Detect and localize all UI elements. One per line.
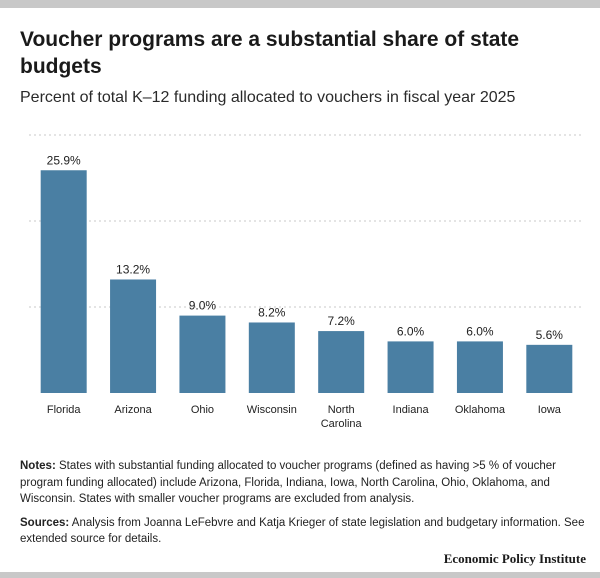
- bar-chart: 25.9% 13.2% 9.0% 8.2% 7.2% 6.0% 6.0% 5.6% Flori…: [29, 134, 584, 430]
- category-label: Iowa: [538, 404, 562, 416]
- bars: [40, 170, 573, 393]
- value-label: 9.0%: [189, 299, 217, 313]
- bar-florida: [40, 170, 87, 393]
- bar-oklahoma: [456, 341, 503, 393]
- notes-section: Notes: States with substantial funding a…: [20, 458, 585, 555]
- source-credit: Economic Policy Institute: [443, 551, 586, 566]
- sources-label: Sources:: [20, 516, 70, 529]
- top-border: [0, 0, 600, 8]
- category-label: Carolina: [321, 418, 363, 430]
- value-label: 7.2%: [328, 314, 356, 328]
- category-label: North: [328, 404, 355, 416]
- value-label: 25.9%: [47, 153, 81, 167]
- category-label: Indiana: [393, 404, 430, 416]
- value-label: 8.2%: [258, 305, 286, 319]
- value-label: 5.6%: [536, 328, 564, 342]
- bar-wisconsin: [248, 322, 295, 393]
- category-labels: Florida Arizona Ohio Wisconsin North Carolina…: [47, 404, 562, 430]
- value-labels: 25.9% 13.2% 9.0% 8.2% 7.2% 6.0% 6.0% 5.6%: [47, 153, 564, 342]
- category-label: Wisconsin: [247, 404, 297, 416]
- notes-text: States with substantial funding allocate…: [20, 460, 557, 505]
- category-label: Florida: [47, 404, 82, 416]
- category-label: Ohio: [191, 404, 214, 416]
- bar-iowa: [526, 344, 573, 393]
- value-label: 13.2%: [116, 262, 150, 276]
- bar-north-carolina: [318, 331, 365, 393]
- value-label: 6.0%: [397, 324, 425, 338]
- notes-paragraph: Notes: States with substantial funding a…: [20, 458, 585, 508]
- bar-indiana: [387, 341, 434, 393]
- bar-ohio: [179, 315, 226, 393]
- bar-arizona: [110, 279, 157, 393]
- category-label: Oklahoma: [455, 404, 506, 416]
- value-label: 6.0%: [466, 324, 494, 338]
- sources-text: Analysis from Joanna LeFebvre and Katja …: [20, 516, 585, 546]
- chart-title: Voucher programs are a substantial share…: [20, 28, 520, 78]
- notes-label: Notes:: [20, 460, 56, 472]
- sources-paragraph: Sources: Analysis from Joanna LeFebvre a…: [20, 515, 585, 548]
- chart-subtitle: Percent of total K–12 funding allocated …: [20, 89, 516, 106]
- bottom-border: [0, 572, 600, 578]
- category-label: Arizona: [114, 404, 152, 416]
